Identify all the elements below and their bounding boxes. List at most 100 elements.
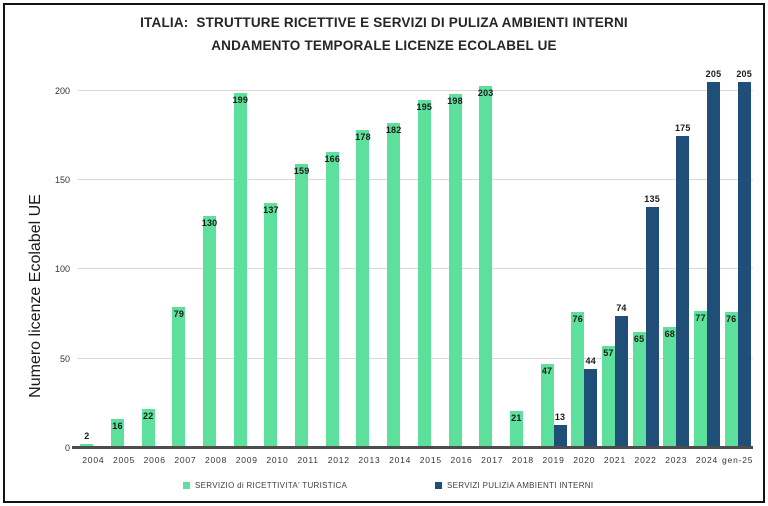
bar-value-pulizia-2023: 175 xyxy=(674,122,691,133)
y-tick-200: 200 xyxy=(54,85,70,96)
gridline-100 xyxy=(78,268,753,270)
bar-value-pulizia-2019: 13 xyxy=(554,411,566,422)
bar-pulizia-2021 xyxy=(614,315,628,448)
bar-value-pulizia-2024: 205 xyxy=(705,68,722,79)
bar-value-turistica-2008: 130 xyxy=(201,217,218,228)
bar-value-pulizia-gen-25: 205 xyxy=(736,68,752,79)
x-tick-2014: 2014 xyxy=(389,455,412,465)
bar-value-turistica-2014: 182 xyxy=(385,125,402,136)
bar-turistica-2010 xyxy=(264,203,278,448)
x-tick-2019: 2019 xyxy=(542,455,565,465)
gridline-150 xyxy=(78,179,753,181)
bar-turistica-2022 xyxy=(632,331,646,448)
bar-turistica-2006 xyxy=(141,408,155,448)
bar-turistica-2009 xyxy=(233,92,247,448)
gridline-50 xyxy=(78,357,753,359)
x-tick-2010: 2010 xyxy=(266,455,289,465)
x-tick-2007: 2007 xyxy=(174,455,197,465)
bar-turistica-2007 xyxy=(172,306,186,448)
x-tick-2023: 2023 xyxy=(665,455,688,465)
bar-turistica-2024 xyxy=(693,310,707,448)
legend-item-turistica: SERVIZIO di RICETTIVITA' TURISTICA xyxy=(183,481,347,490)
bar-value-turistica-2009: 199 xyxy=(232,94,249,105)
x-tick-2006: 2006 xyxy=(143,455,166,465)
bar-value-turistica-2004: 2 xyxy=(84,431,90,442)
bar-value-turistica-2007: 79 xyxy=(173,308,185,319)
bar-value-turistica-2017: 203 xyxy=(477,87,494,98)
bar-value-turistica-2006: 22 xyxy=(142,410,154,421)
gridline-200 xyxy=(78,89,753,91)
y-tick-50: 50 xyxy=(59,353,70,364)
bar-value-turistica-2018: 21 xyxy=(511,412,522,423)
bar-turistica-gen-25 xyxy=(724,312,738,448)
bar-value-turistica-2016: 198 xyxy=(447,96,463,107)
x-tick-2009: 2009 xyxy=(235,455,258,465)
bar-pulizia-2019 xyxy=(553,424,567,448)
x-tick-2020: 2020 xyxy=(573,455,596,465)
bar-pulizia-2020 xyxy=(584,369,598,448)
bar-value-turistica-2005: 16 xyxy=(112,421,123,432)
bar-pulizia-gen-25 xyxy=(737,81,751,448)
bar-value-pulizia-2020: 44 xyxy=(585,356,596,367)
x-tick-2024: 2024 xyxy=(695,455,719,465)
legend-swatch-turistica-icon xyxy=(183,482,190,489)
bar-turistica-2013 xyxy=(356,130,370,448)
legend: SERVIZIO di RICETTIVITA' TURISTICA SERVI… xyxy=(0,481,768,495)
chart-title-line1: ITALIA: STRUTTURE RICETTIVE E SERVIZI DI… xyxy=(140,15,628,30)
bar-turistica-2008 xyxy=(203,215,217,448)
bar-pulizia-2022 xyxy=(645,206,659,448)
bar-value-turistica-2021: 57 xyxy=(603,348,614,359)
legend-label-pulizia: SERVIZI PULIZIA AMBIENTI INTERNI xyxy=(447,481,594,490)
chart-title: ITALIA: STRUTTURE RICETTIVE E SERVIZI DI… xyxy=(0,11,768,57)
x-tick-2018: 2018 xyxy=(511,455,534,465)
bar-value-turistica-2010: 137 xyxy=(263,205,279,216)
legend-swatch-pulizia-icon xyxy=(435,482,442,489)
bar-turistica-2011 xyxy=(295,164,309,448)
legend-label-turistica: SERVIZIO di RICETTIVITA' TURISTICA xyxy=(195,481,348,490)
bar-value-turistica-2022: 65 xyxy=(633,333,645,344)
bar-value-turistica-gen-25: 76 xyxy=(725,314,737,325)
bar-turistica-2019 xyxy=(540,364,554,448)
x-tick-2022: 2022 xyxy=(634,455,657,465)
x-tick-2013: 2013 xyxy=(358,455,381,465)
x-tick-2008: 2008 xyxy=(205,455,228,465)
chart-title-line2: ANDAMENTO TEMPORALE LICENZE ECOLABEL UE xyxy=(211,38,557,53)
bar-value-turistica-2013: 178 xyxy=(355,132,371,143)
x-tick-2012: 2012 xyxy=(327,455,350,465)
x-tick-2004: 2004 xyxy=(82,455,105,465)
y-axis-title: Numero licenze Ecolabel UE xyxy=(27,194,44,398)
x-tick-gen-25: gen-25 xyxy=(722,455,754,465)
bar-turistica-2015 xyxy=(417,99,431,448)
bar-turistica-2018 xyxy=(509,410,523,448)
plot-area: 0 50 100 150 200 2 2004 16 2005 22 2006 79 2007 130 20… xyxy=(55,60,753,465)
bar-value-turistica-2023: 68 xyxy=(664,328,675,339)
x-tick-2005: 2005 xyxy=(112,455,136,465)
x-tick-2015: 2015 xyxy=(419,455,442,465)
bar-value-turistica-2024: 77 xyxy=(695,312,706,323)
bar-value-turistica-2011: 159 xyxy=(293,166,310,177)
bar-pulizia-2023 xyxy=(676,135,690,448)
x-tick-2016: 2016 xyxy=(450,455,473,465)
bar-turistica-2005 xyxy=(111,419,125,448)
bar-turistica-2014 xyxy=(387,123,401,448)
bar-value-pulizia-2021: 74 xyxy=(616,302,627,313)
bar-turistica-2020 xyxy=(571,312,585,448)
bar-turistica-2021 xyxy=(601,346,615,448)
y-tick-150: 150 xyxy=(54,175,70,186)
y-tick-0: 0 xyxy=(64,443,70,453)
bar-turistica-2012 xyxy=(325,151,339,448)
legend-item-pulizia: SERVIZI PULIZIA AMBIENTI INTERNI xyxy=(435,481,593,490)
bar-value-turistica-2012: 166 xyxy=(324,153,341,164)
bar-pulizia-2024 xyxy=(706,81,720,448)
bar-turistica-2023 xyxy=(663,326,677,448)
x-axis-line xyxy=(72,446,753,449)
bar-value-turistica-2020: 76 xyxy=(572,314,583,325)
x-tick-2017: 2017 xyxy=(481,455,504,465)
bar-value-turistica-2015: 195 xyxy=(416,101,433,112)
x-tick-2021: 2021 xyxy=(603,455,626,465)
y-tick-100: 100 xyxy=(54,264,70,275)
bar-turistica-2016 xyxy=(448,94,462,448)
bar-value-pulizia-2022: 135 xyxy=(644,193,660,204)
bar-turistica-2017 xyxy=(479,85,493,448)
